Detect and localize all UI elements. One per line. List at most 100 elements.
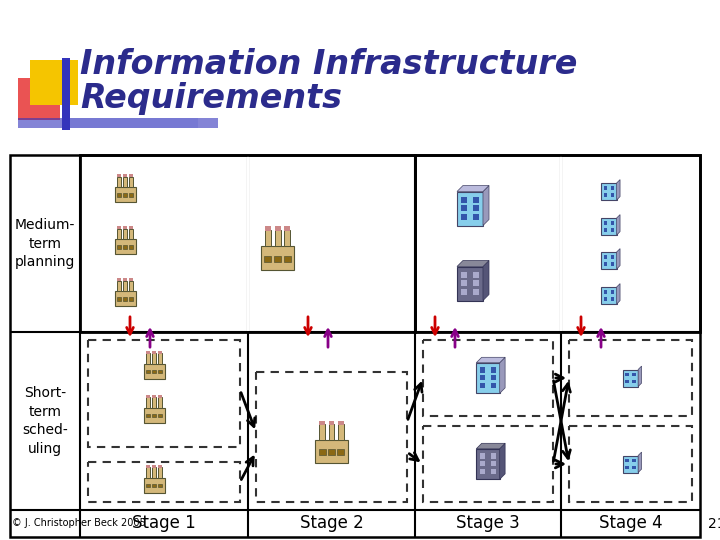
Bar bbox=[604, 228, 607, 232]
Bar bbox=[611, 297, 614, 301]
Bar bbox=[604, 297, 607, 301]
Polygon shape bbox=[638, 452, 642, 472]
Bar bbox=[601, 218, 616, 235]
Bar bbox=[117, 278, 121, 281]
Bar bbox=[152, 483, 156, 487]
Bar bbox=[122, 193, 127, 197]
Bar bbox=[117, 226, 121, 230]
Text: 21: 21 bbox=[708, 516, 720, 530]
Bar bbox=[480, 469, 485, 474]
Bar bbox=[611, 221, 614, 225]
Bar bbox=[146, 395, 150, 398]
Bar bbox=[264, 256, 271, 262]
Bar bbox=[415, 155, 700, 332]
Bar bbox=[145, 369, 150, 373]
Bar bbox=[284, 256, 291, 262]
Bar bbox=[158, 397, 162, 408]
Bar bbox=[129, 297, 133, 301]
Bar bbox=[122, 245, 127, 249]
Bar bbox=[632, 380, 636, 383]
Polygon shape bbox=[477, 443, 505, 449]
Bar bbox=[632, 459, 636, 462]
Bar bbox=[604, 262, 607, 266]
FancyBboxPatch shape bbox=[30, 60, 78, 105]
Bar bbox=[117, 297, 121, 301]
Text: Stage 1: Stage 1 bbox=[132, 515, 196, 532]
Bar bbox=[473, 289, 479, 295]
Bar bbox=[491, 453, 496, 458]
Bar bbox=[461, 272, 467, 278]
Polygon shape bbox=[457, 186, 489, 192]
Bar bbox=[632, 373, 636, 376]
Bar bbox=[569, 340, 692, 416]
Bar bbox=[88, 340, 240, 447]
Bar bbox=[473, 197, 479, 202]
Bar bbox=[117, 245, 121, 249]
Bar bbox=[457, 192, 483, 226]
Bar bbox=[611, 262, 614, 266]
Text: Information Infrastructure: Information Infrastructure bbox=[80, 48, 577, 81]
Bar bbox=[152, 467, 156, 477]
Bar bbox=[611, 193, 614, 197]
Bar bbox=[461, 289, 467, 295]
Bar bbox=[320, 424, 325, 440]
Bar bbox=[158, 467, 162, 477]
Bar bbox=[158, 351, 162, 354]
Bar bbox=[114, 187, 135, 202]
Bar bbox=[129, 228, 133, 239]
Bar bbox=[146, 465, 150, 468]
Bar bbox=[146, 397, 150, 408]
Bar bbox=[611, 291, 614, 294]
Bar bbox=[123, 177, 127, 187]
Bar bbox=[117, 177, 121, 187]
Bar bbox=[604, 186, 607, 190]
Text: Short-
term
sched-
uling: Short- term sched- uling bbox=[22, 387, 68, 456]
Bar bbox=[261, 246, 294, 271]
Polygon shape bbox=[616, 214, 620, 235]
Bar bbox=[129, 280, 133, 291]
Polygon shape bbox=[616, 180, 620, 200]
Polygon shape bbox=[483, 186, 489, 226]
Bar bbox=[117, 280, 121, 291]
Bar bbox=[338, 421, 343, 425]
Bar bbox=[265, 230, 271, 246]
Bar bbox=[477, 363, 500, 393]
Polygon shape bbox=[483, 260, 489, 300]
Polygon shape bbox=[638, 366, 642, 387]
Bar bbox=[265, 226, 271, 231]
Bar bbox=[117, 193, 121, 197]
Bar bbox=[158, 465, 162, 468]
Bar bbox=[123, 280, 127, 291]
Bar bbox=[604, 255, 607, 259]
Bar bbox=[480, 453, 485, 458]
Bar bbox=[123, 174, 127, 177]
FancyBboxPatch shape bbox=[18, 118, 218, 128]
Bar bbox=[80, 155, 415, 332]
Bar bbox=[604, 291, 607, 294]
Text: Requirements: Requirements bbox=[80, 82, 342, 115]
Polygon shape bbox=[457, 260, 489, 267]
Bar bbox=[626, 373, 629, 376]
Bar bbox=[569, 426, 692, 502]
Bar bbox=[152, 369, 156, 373]
Bar bbox=[337, 449, 344, 455]
Bar bbox=[423, 340, 553, 416]
Bar bbox=[480, 383, 485, 388]
Bar bbox=[601, 183, 616, 200]
Bar bbox=[158, 369, 162, 373]
Bar bbox=[123, 226, 127, 230]
Bar bbox=[145, 414, 150, 417]
Bar bbox=[491, 461, 496, 467]
Bar bbox=[480, 461, 485, 467]
Bar bbox=[611, 186, 614, 190]
Bar bbox=[480, 367, 485, 373]
Bar bbox=[129, 245, 133, 249]
Bar bbox=[473, 280, 479, 286]
Bar bbox=[143, 477, 164, 492]
Bar bbox=[284, 226, 290, 231]
Bar bbox=[461, 197, 467, 202]
Bar bbox=[611, 255, 614, 259]
Bar bbox=[491, 383, 496, 388]
Text: Stage 2: Stage 2 bbox=[300, 515, 364, 532]
Bar bbox=[473, 205, 479, 211]
